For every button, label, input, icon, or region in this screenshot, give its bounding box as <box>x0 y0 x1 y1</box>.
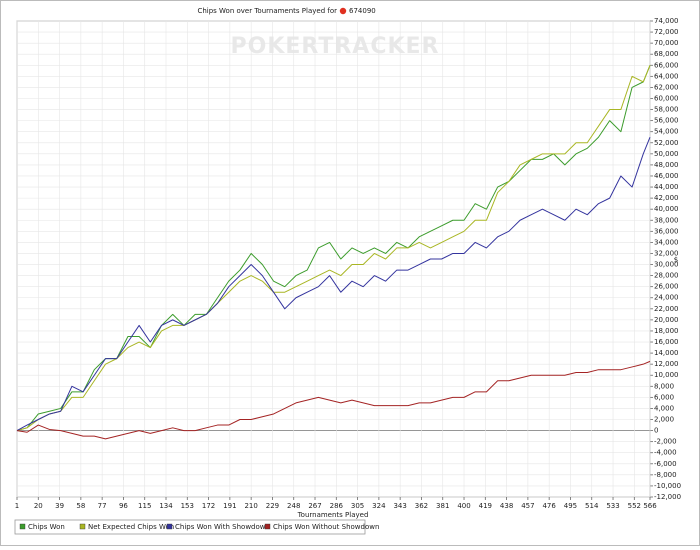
y-tick-label: 16,000 <box>654 338 679 346</box>
x-tick-label: 324 <box>372 502 386 510</box>
legend-label: Chips Won Without Showdown <box>273 523 379 531</box>
y-tick-label: -10,000 <box>654 482 681 490</box>
x-tick-label: 210 <box>244 502 257 510</box>
y-tick-label: 14,000 <box>654 349 679 357</box>
y-tick-label: 28,000 <box>654 272 679 280</box>
y-tick-label: 72,000 <box>654 28 679 36</box>
x-tick-label: 419 <box>479 502 492 510</box>
y-tick-label: 22,000 <box>654 305 679 313</box>
y-tick-label: -6,000 <box>654 460 677 468</box>
x-tick-label: 58 <box>76 502 85 510</box>
y-tick-label: 42,000 <box>654 194 679 202</box>
x-tick-label: 191 <box>223 502 236 510</box>
y-tick-label: 24,000 <box>654 294 679 302</box>
x-tick-label: 400 <box>457 502 470 510</box>
y-axis-label: $ <box>674 256 678 264</box>
x-tick-label: 77 <box>98 502 107 510</box>
y-tick-label: 2,000 <box>654 416 674 424</box>
watermark: POKERTRACKER <box>231 34 440 59</box>
y-tick-label: 18,000 <box>654 327 679 335</box>
x-tick-label: 495 <box>564 502 577 510</box>
x-tick-label: 248 <box>287 502 300 510</box>
y-tick-label: 32,000 <box>654 249 679 257</box>
y-tick-label: 66,000 <box>654 61 679 69</box>
x-tick-label: 267 <box>308 502 321 510</box>
y-tick-label: 0 <box>654 427 658 435</box>
y-tick-label: 70,000 <box>654 39 679 47</box>
series-line <box>16 360 651 440</box>
y-tick-label: 50,000 <box>654 150 679 158</box>
x-tick-label: 438 <box>500 502 513 510</box>
y-tick-label: 44,000 <box>654 183 679 191</box>
x-tick-label: 514 <box>585 502 599 510</box>
x-tick-label: 153 <box>181 502 194 510</box>
y-tick-label: 46,000 <box>654 172 679 180</box>
y-tick-label: 34,000 <box>654 238 679 246</box>
x-tick-label: 229 <box>266 502 279 510</box>
series-line <box>16 65 651 432</box>
y-tick-label: 8,000 <box>654 382 674 390</box>
x-tick-label: 1 <box>15 502 19 510</box>
y-tick-label: 36,000 <box>654 227 679 235</box>
y-tick-label: 62,000 <box>654 83 679 91</box>
y-tick-label: 54,000 <box>654 128 679 136</box>
y-tick-label: 4,000 <box>654 404 674 412</box>
plot-area <box>16 20 651 498</box>
y-tick-label: 30,000 <box>654 261 679 269</box>
y-tick-label: -2,000 <box>654 438 677 446</box>
legend-swatch <box>166 523 173 530</box>
series-line <box>16 65 651 432</box>
player-name: 674090 <box>349 7 376 15</box>
x-tick-label: 343 <box>393 502 406 510</box>
y-tick-label: -8,000 <box>654 471 677 479</box>
legend <box>14 519 366 535</box>
y-tick-label: 48,000 <box>654 161 679 169</box>
y-tick-label: 68,000 <box>654 50 679 58</box>
x-tick-label: 134 <box>159 502 173 510</box>
y-tick-label: 52,000 <box>654 139 679 147</box>
x-tick-label: 172 <box>202 502 215 510</box>
chart-title: Chips Won over Tournaments Played for <box>197 7 337 15</box>
y-tick-label: 20,000 <box>654 316 679 324</box>
y-tick-label: 58,000 <box>654 106 679 114</box>
y-tick-label: 56,000 <box>654 117 679 125</box>
x-tick-label: 381 <box>436 502 449 510</box>
x-tick-label: 286 <box>330 502 344 510</box>
x-tick-label: 96 <box>119 502 128 510</box>
player-icon <box>339 7 347 15</box>
x-tick-label: 115 <box>138 502 151 510</box>
legend-label: Net Expected Chips Won <box>88 523 174 531</box>
x-tick-label: 305 <box>351 502 364 510</box>
y-tick-label: 12,000 <box>654 360 679 368</box>
y-tick-label: 64,000 <box>654 72 679 80</box>
x-tick-label: 20 <box>34 502 43 510</box>
x-tick-label: 39 <box>55 502 64 510</box>
y-tick-label: 38,000 <box>654 216 679 224</box>
x-tick-label: 362 <box>415 502 428 510</box>
legend-swatch <box>264 523 271 530</box>
x-tick-label: 457 <box>521 502 534 510</box>
y-tick-label: 60,000 <box>654 94 679 102</box>
y-tick-label: 40,000 <box>654 205 679 213</box>
x-tick-label: 566 <box>643 502 657 510</box>
x-tick-label: 476 <box>542 502 556 510</box>
x-axis-label: Tournaments Played <box>297 511 369 519</box>
x-tick-label: 533 <box>606 502 619 510</box>
y-tick-label: 74,000 <box>654 17 679 25</box>
legend-label: Chips Won With Showdown <box>175 523 270 531</box>
legend-label: Chips Won <box>28 523 65 531</box>
y-tick-label: -12,000 <box>654 493 681 501</box>
y-tick-label: 6,000 <box>654 393 674 401</box>
y-tick-label: 10,000 <box>654 371 679 379</box>
y-tick-label: 26,000 <box>654 283 679 291</box>
series-line <box>16 137 651 432</box>
y-tick-label: -4,000 <box>654 449 677 457</box>
legend-swatch <box>79 523 86 530</box>
legend-swatch <box>19 523 26 530</box>
x-tick-label: 552 <box>628 502 641 510</box>
